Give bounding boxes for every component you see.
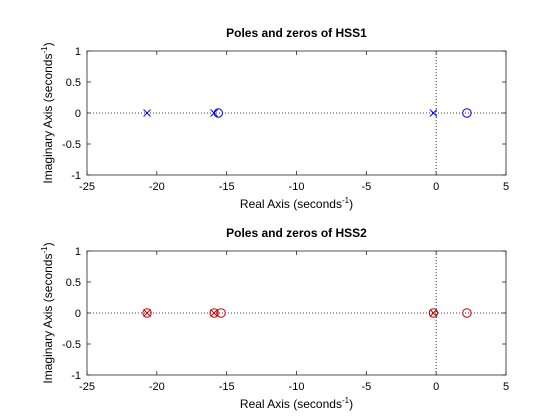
x-tick-label: 0 <box>433 181 439 193</box>
chart-title: Poles and zeros of HSS1 <box>226 26 367 40</box>
zero-marker <box>462 108 472 118</box>
y-axis-label-text: Imaginary Axis (seconds <box>41 254 55 384</box>
pole-zero-plot-hss1: Poles and zeros of HSS1 -25 -20 -15 -10 -5 0 5… <box>40 26 509 211</box>
y-tick-label: -0.5 <box>62 139 81 151</box>
x-axis-label-close: ) <box>349 397 353 411</box>
y-tick-label: 0.5 <box>66 277 81 289</box>
x-tick-label: -25 <box>79 181 95 193</box>
pole-zero-plot-hss2: Poles and zeros of HSS2 -25 -20 -15 -10 -5 0 5… <box>40 226 509 411</box>
y-tick-label: 1 <box>75 46 81 58</box>
y-axis-label: Imaginary Axis (seconds-1) <box>40 242 55 383</box>
x-axis-label: Real Axis (seconds-1) <box>240 196 353 211</box>
zero-marker <box>462 308 472 318</box>
x-tick-label: 0 <box>433 381 439 393</box>
x-tick-label: -20 <box>149 181 165 193</box>
axes-box <box>86 50 507 176</box>
x-axis-label: Real Axis (seconds-1) <box>240 396 353 411</box>
y-tick-label: -1 <box>71 170 81 182</box>
y-axis-label-close: ) <box>41 42 55 46</box>
x-axis-label-text: Real Axis (seconds <box>240 197 342 211</box>
y-tick-label: 0.5 <box>66 77 81 89</box>
zero-marker <box>428 308 439 318</box>
y-tick-label: 1 <box>75 246 81 258</box>
x-tick-label: -5 <box>361 181 371 193</box>
x-axis-label-exponent: -1 <box>342 196 350 205</box>
y-axis-label-exponent: -1 <box>40 246 49 254</box>
y-axis-label: Imaginary Axis (seconds-1) <box>40 42 55 183</box>
x-tick-label: -25 <box>79 381 95 393</box>
zero-marker <box>142 308 152 318</box>
y-axis-label-exponent: -1 <box>40 46 49 54</box>
x-tick-label: -15 <box>219 181 235 193</box>
chart-title: Poles and zeros of HSS2 <box>226 226 367 240</box>
zero-marker <box>209 308 219 318</box>
x-tick-label: 5 <box>503 181 509 193</box>
x-axis-label-close: ) <box>349 197 353 211</box>
x-tick-label: 5 <box>503 381 509 393</box>
y-tick-label: 0 <box>75 108 81 120</box>
y-axis-label-text: Imaginary Axis (seconds <box>41 54 55 184</box>
x-axis-label-exponent: -1 <box>342 396 350 405</box>
pole-marker <box>429 109 438 117</box>
pole-marker <box>210 309 218 317</box>
y-tick-label: 0 <box>75 308 81 320</box>
axes-box <box>86 250 507 376</box>
x-tick-label: -10 <box>289 181 305 193</box>
pole-marker <box>143 309 151 317</box>
x-axis-label-text: Real Axis (seconds <box>240 397 342 411</box>
pole-marker <box>429 309 438 317</box>
zero-marker <box>213 108 223 118</box>
x-tick-label: -20 <box>149 381 165 393</box>
zero-marker <box>216 308 226 318</box>
x-tick-label: -5 <box>361 381 371 393</box>
y-axis-label-close: ) <box>41 242 55 246</box>
pole-marker <box>143 109 151 117</box>
x-tick-label: -15 <box>219 381 235 393</box>
y-tick-label: -0.5 <box>62 339 81 351</box>
y-tick-label: -1 <box>71 370 81 382</box>
x-tick-label: -10 <box>289 381 305 393</box>
